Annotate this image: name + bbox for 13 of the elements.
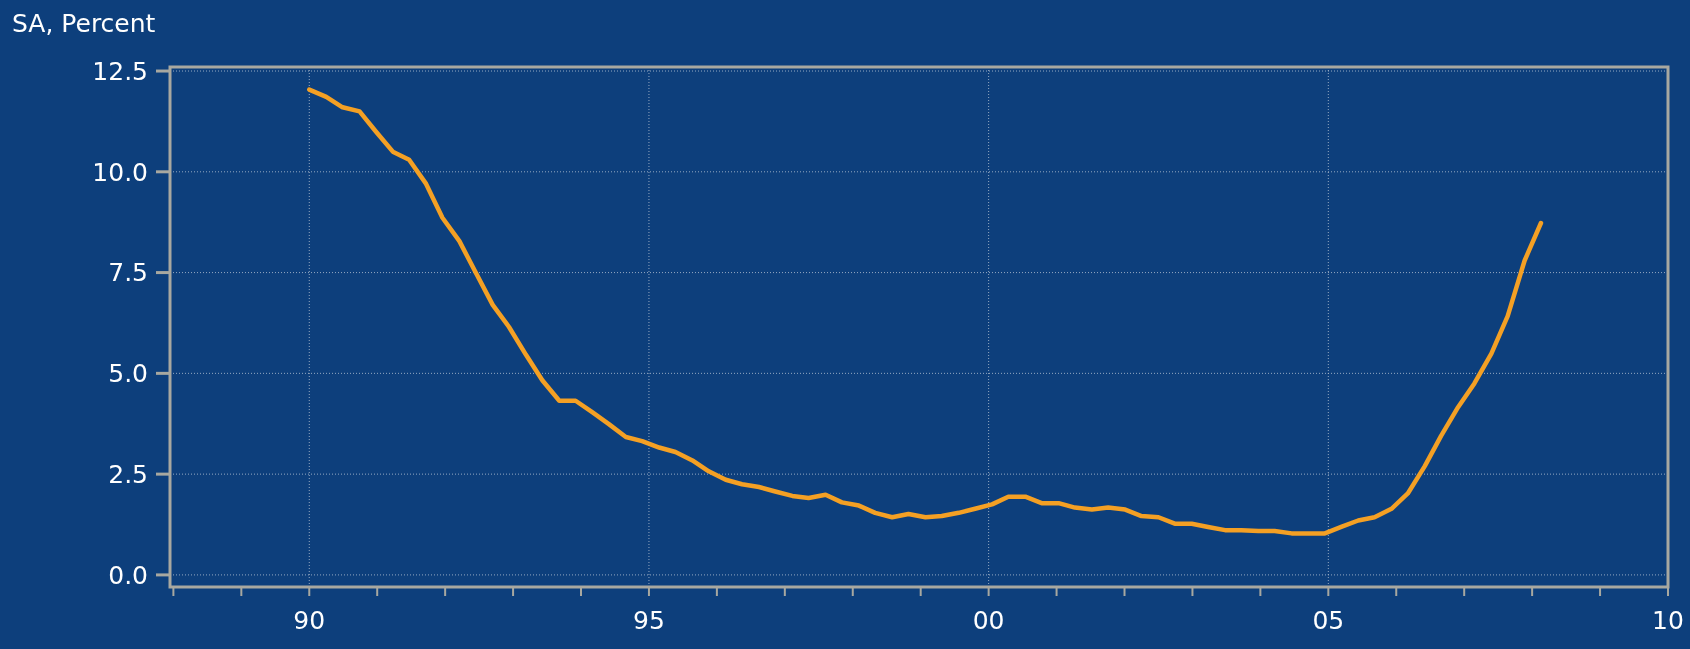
line-series bbox=[307, 87, 1544, 536]
x-tick-label: 00 bbox=[972, 606, 1005, 635]
x-tick-label: 10 bbox=[1652, 606, 1684, 635]
y-tick-label: 5.0 bbox=[108, 359, 148, 389]
y-tick-label: 7.5 bbox=[108, 258, 148, 288]
y-tick-label: 10.0 bbox=[92, 157, 148, 187]
x-tick-label: 95 bbox=[633, 606, 665, 635]
y-tick-label: 2.5 bbox=[108, 459, 148, 489]
y-tick-label: 12.5 bbox=[92, 56, 148, 86]
y-axis-title: SA, Percent bbox=[12, 9, 156, 38]
x-tick-label: 90 bbox=[293, 606, 326, 635]
y-tick-label: 0.0 bbox=[108, 560, 148, 590]
x-tick-label: 05 bbox=[1312, 606, 1345, 635]
